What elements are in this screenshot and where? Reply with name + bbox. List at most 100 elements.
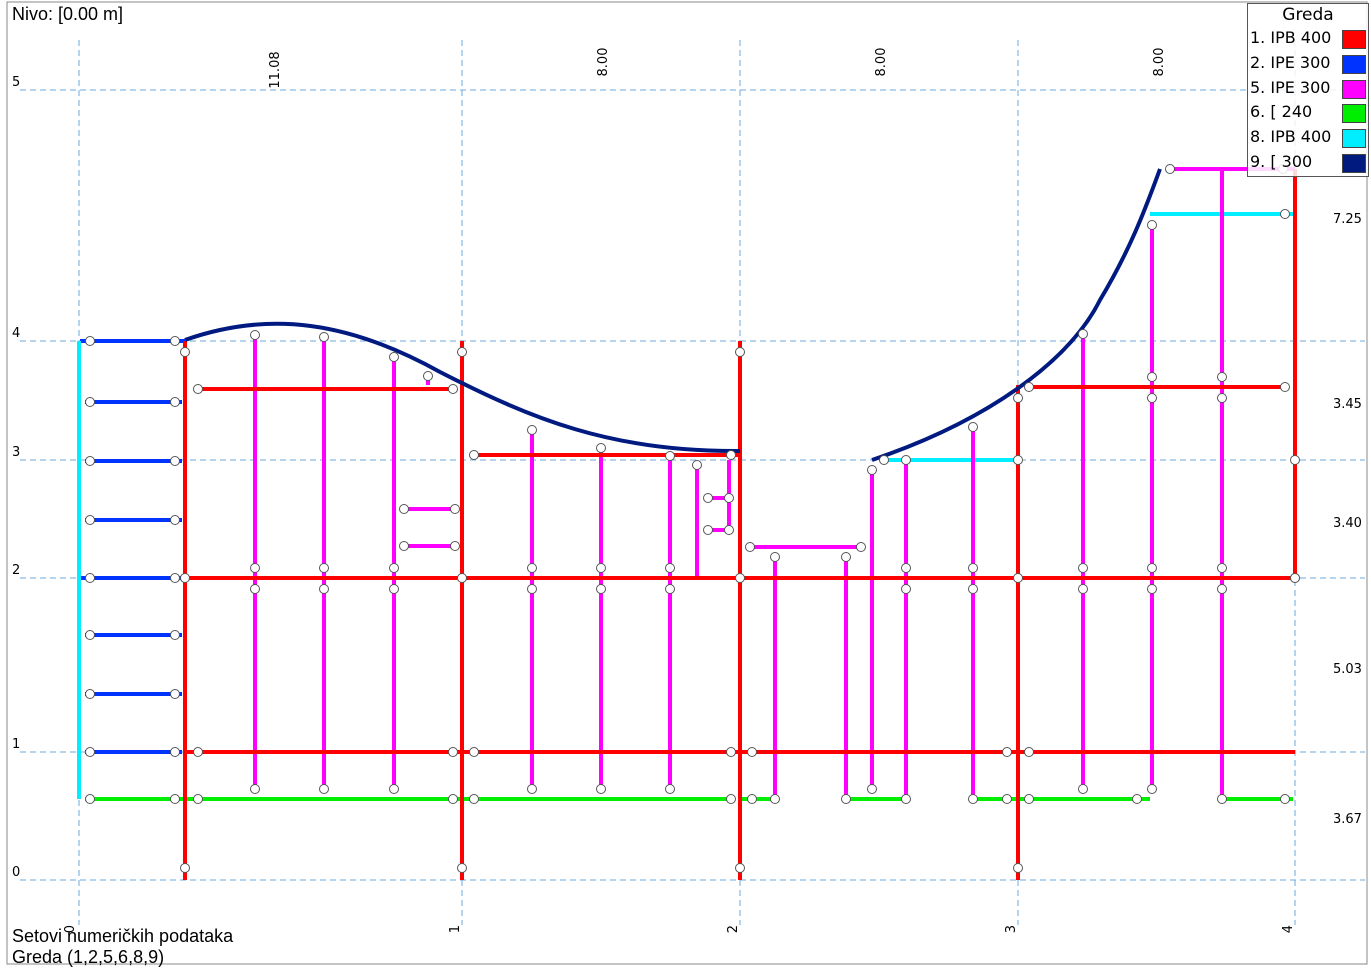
beam-node xyxy=(250,563,260,573)
beam-node xyxy=(85,794,95,804)
beam-node xyxy=(735,573,745,583)
beam-node xyxy=(193,794,203,804)
beam-node xyxy=(527,584,537,594)
beam-node xyxy=(901,794,911,804)
beam-node xyxy=(665,584,675,594)
beam-node xyxy=(180,863,190,873)
beam-node xyxy=(1217,794,1227,804)
dimension-label: 11.08 xyxy=(268,51,283,88)
beam-node xyxy=(726,450,736,460)
dimension-label: 3.40 xyxy=(1333,516,1362,531)
beam-node xyxy=(180,347,190,357)
beam-node xyxy=(1147,563,1157,573)
beam-node xyxy=(665,451,675,461)
legend-swatch xyxy=(1342,129,1366,149)
beam-node xyxy=(389,784,399,794)
beam-node xyxy=(747,747,757,757)
beam-node xyxy=(596,443,606,453)
beam-node xyxy=(1217,584,1227,594)
beam-node xyxy=(170,515,180,525)
beam-node xyxy=(901,563,911,573)
beam-node xyxy=(527,425,537,435)
beam-node xyxy=(1024,382,1034,392)
beam-node xyxy=(596,584,606,594)
dimension-label: 3.45 xyxy=(1333,397,1362,412)
beam-node xyxy=(724,493,734,503)
beam-node xyxy=(703,525,713,535)
beam-node xyxy=(1078,784,1088,794)
legend-item-label: 9. [ 300 xyxy=(1250,151,1313,171)
beam-node xyxy=(1147,220,1157,230)
beam-node xyxy=(1165,164,1175,174)
beam-node xyxy=(389,563,399,573)
beam-node xyxy=(1147,393,1157,403)
beam-node xyxy=(1280,794,1290,804)
beams-ipb-400-cyan xyxy=(77,212,1295,799)
beam-node xyxy=(448,384,458,394)
legend-swatch xyxy=(1342,79,1366,99)
beam-node xyxy=(389,584,399,594)
beam-node xyxy=(735,863,745,873)
dimension-label: 7.25 xyxy=(1333,212,1362,227)
beam-node xyxy=(596,563,606,573)
beam-node xyxy=(399,504,409,514)
beam-node xyxy=(841,794,851,804)
beam-node xyxy=(1002,794,1012,804)
legend-swatch xyxy=(1342,153,1366,173)
beam-node xyxy=(250,584,260,594)
legend-item-label: 5. IPE 300 xyxy=(1250,77,1331,97)
beam-node xyxy=(665,563,675,573)
beam-node xyxy=(319,563,329,573)
beam-node xyxy=(170,630,180,640)
beam-node xyxy=(527,784,537,794)
axis-y-label: 4 xyxy=(12,326,20,341)
beam-node xyxy=(867,784,877,794)
beam-node xyxy=(85,515,95,525)
beam-node xyxy=(85,689,95,699)
axis-x-label: 4 xyxy=(1281,925,1296,933)
legend-item: 6. [ 240 xyxy=(1248,100,1368,125)
dimension-label: 8.00 xyxy=(596,48,611,77)
beam-node xyxy=(457,573,467,583)
beam-node xyxy=(1078,563,1088,573)
beam-node xyxy=(1280,382,1290,392)
beam-node xyxy=(85,747,95,757)
beam-node xyxy=(968,422,978,432)
grid-lines xyxy=(20,40,1365,925)
axis-y-label: 3 xyxy=(12,445,20,460)
legend-item: 5. IPE 300 xyxy=(1248,76,1368,101)
beam-node xyxy=(968,563,978,573)
beam-node xyxy=(170,397,180,407)
beam-node xyxy=(180,573,190,583)
beam-node xyxy=(319,332,329,342)
legend-title: Greda xyxy=(1282,5,1334,25)
right-dimensions: 7.25 3.45 3.40 5.03 3.67 xyxy=(1333,212,1362,827)
beam-node xyxy=(469,794,479,804)
beam-node xyxy=(170,794,180,804)
beam-node xyxy=(469,747,479,757)
beam-node xyxy=(596,784,606,794)
beam-nodes xyxy=(85,164,1300,873)
beam-node xyxy=(170,336,180,346)
footer-filter: Greda (1,2,5,6,8,9) xyxy=(12,947,165,967)
beam-node xyxy=(770,794,780,804)
beam-node xyxy=(1290,455,1300,465)
beam-node xyxy=(85,630,95,640)
beam-node xyxy=(1013,573,1023,583)
beam-node xyxy=(692,460,702,470)
legend-item-label: 2. IPE 300 xyxy=(1250,52,1331,72)
beam-node xyxy=(901,455,911,465)
legend-item: 1. IPB 400 xyxy=(1248,26,1368,51)
beam-node xyxy=(665,784,675,794)
beam-node xyxy=(968,584,978,594)
beam-node xyxy=(1024,747,1034,757)
beam-node xyxy=(703,493,713,503)
beam-node xyxy=(85,456,95,466)
beam-node xyxy=(450,504,460,514)
beam-node xyxy=(856,542,866,552)
beam-node xyxy=(1147,784,1157,794)
beams-ipe-300-magenta xyxy=(253,167,1295,799)
beam-node xyxy=(319,584,329,594)
beam-node xyxy=(1147,372,1157,382)
